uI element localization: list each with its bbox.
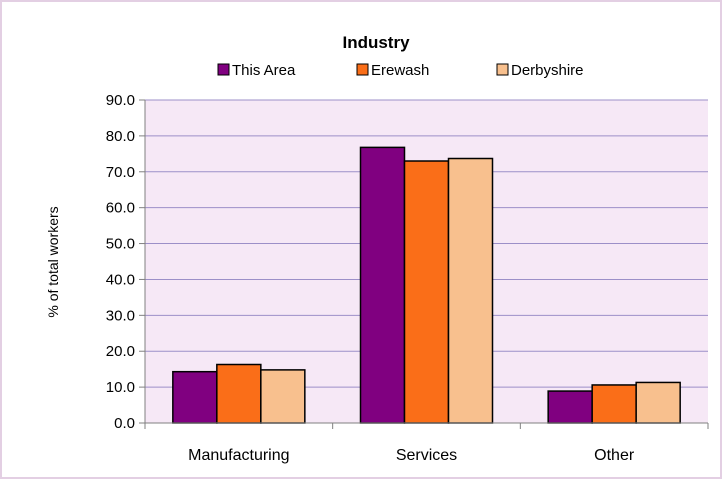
bar [403, 160, 450, 424]
chart-title: Industry [342, 33, 410, 52]
bar [591, 384, 637, 424]
y-tick-label: 60.0 [106, 200, 135, 217]
bar [635, 381, 681, 424]
legend: This Area Erewash Derbyshire [217, 62, 584, 79]
legend-label: Derbyshire [511, 62, 584, 79]
bar [447, 157, 494, 424]
y-tick-label: 30.0 [106, 307, 135, 324]
legend-swatch [496, 63, 509, 76]
y-tick-label: 80.0 [106, 128, 135, 145]
legend-label: Erewash [371, 62, 429, 79]
legend-label: This Area [232, 62, 296, 79]
y-tick-label: 90.0 [106, 92, 135, 109]
bar [216, 363, 262, 424]
bar [172, 370, 218, 424]
bar [359, 146, 406, 424]
legend-swatch [356, 63, 369, 76]
x-tick-label: Manufacturing [188, 447, 289, 464]
x-tick-label: Other [594, 447, 635, 464]
x-tick-label: Services [396, 447, 457, 464]
y-tick-label: 0.0 [114, 415, 135, 432]
y-tick-label: 10.0 [106, 379, 135, 396]
y-axis-label: % of total workers [45, 206, 61, 317]
y-tick-label: 20.0 [106, 343, 135, 360]
legend-swatch [217, 63, 230, 76]
bar [547, 390, 593, 424]
y-tick-label: 40.0 [106, 271, 135, 288]
bar [260, 369, 306, 424]
y-tick-label: 70.0 [106, 164, 135, 181]
y-tick-label: 50.0 [106, 236, 135, 253]
